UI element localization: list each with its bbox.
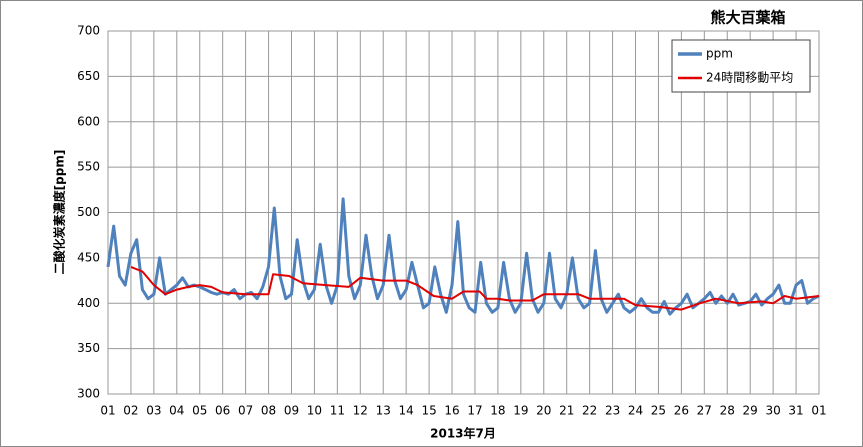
- x-tick-label: 30: [765, 404, 780, 418]
- legend-label: ppm: [706, 47, 733, 61]
- x-tick-label: 10: [307, 404, 322, 418]
- data-line: [130, 265, 820, 311]
- x-tick-label: 16: [444, 404, 459, 418]
- x-tick-label: 31: [788, 404, 803, 418]
- x-tick-label: 24: [628, 404, 643, 418]
- x-tick-label: 03: [146, 404, 161, 418]
- x-tick-label: 21: [559, 404, 574, 418]
- legend-box: [671, 39, 811, 93]
- y-tick-label: 550: [77, 160, 100, 174]
- y-tick-label: 650: [77, 69, 100, 83]
- x-tick-label: 27: [697, 404, 712, 418]
- y-tick-label: 450: [77, 250, 100, 264]
- y-tick-label: 300: [77, 387, 100, 401]
- x-tick-label: 01: [811, 404, 826, 418]
- x-tick-label: 04: [169, 404, 184, 418]
- x-tick-label: 28: [720, 404, 735, 418]
- x-tick-label: 13: [376, 404, 391, 418]
- y-tick-label: 500: [77, 205, 100, 219]
- x-tick-label: 25: [651, 404, 666, 418]
- x-tick-label: 08: [261, 404, 276, 418]
- x-tick-label: 18: [490, 404, 505, 418]
- chart-title: 熊大百葉箱: [710, 9, 785, 27]
- x-axis-label: 2013年7月: [430, 426, 496, 441]
- y-tick-label: 600: [77, 114, 100, 128]
- x-tick-label: 11: [330, 404, 345, 418]
- x-tick-label: 09: [284, 404, 299, 418]
- x-tick-label: 07: [238, 404, 253, 418]
- x-tick-label: 05: [192, 404, 207, 418]
- y-tick-label: 400: [77, 296, 100, 310]
- x-tick-label: 06: [215, 404, 230, 418]
- x-tick-label: 15: [421, 404, 436, 418]
- x-tick-label: 01: [100, 404, 115, 418]
- y-tick-label: 350: [77, 341, 100, 355]
- x-tick-label: 12: [353, 404, 368, 418]
- x-tick-label: 23: [605, 404, 620, 418]
- x-tick-label: 14: [399, 404, 414, 418]
- x-tick-label: 22: [582, 404, 597, 418]
- legend-label: 24時間移動平均: [706, 71, 793, 85]
- y-axis-label: 二酸化炭素濃度[ppm]: [52, 150, 67, 275]
- y-tick-label: 700: [77, 24, 100, 38]
- x-tick-label: 20: [536, 404, 551, 418]
- x-tick-label: 17: [467, 404, 482, 418]
- x-tick-label: 26: [674, 404, 689, 418]
- x-tick-label: 29: [743, 404, 758, 418]
- x-tick-label: 19: [513, 404, 528, 418]
- x-tick-label: 02: [123, 404, 138, 418]
